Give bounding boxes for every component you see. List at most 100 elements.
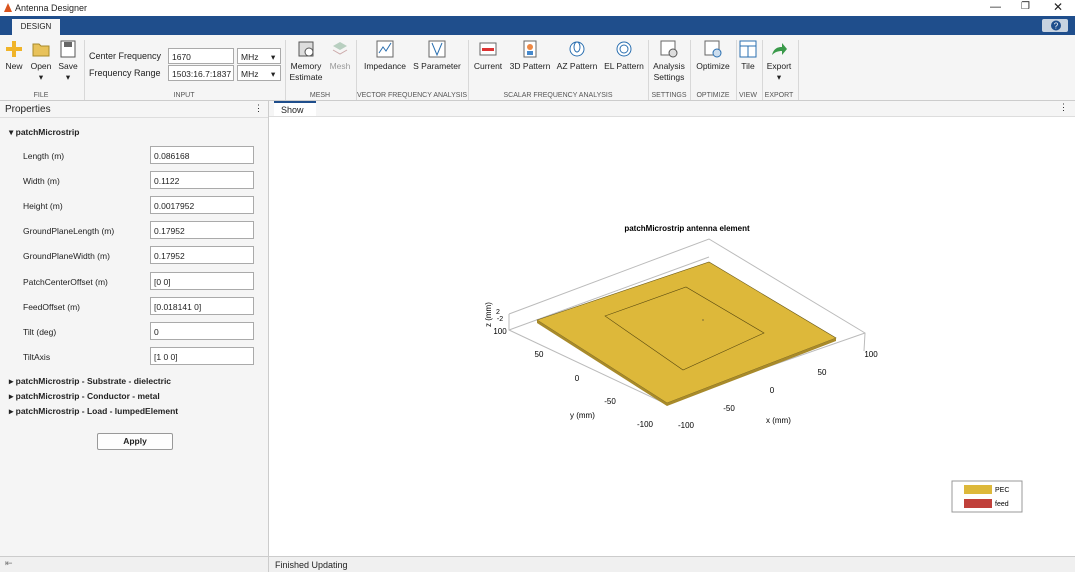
status-bar: ⇤ Finished Updating <box>0 556 1075 572</box>
mesh-button[interactable]: Mesh <box>316 40 364 72</box>
patch <box>604 286 765 371</box>
field-input[interactable]: 0.17952 <box>150 246 254 265</box>
field-label: Width (m) <box>23 176 60 187</box>
apply-button[interactable]: Apply <box>97 433 173 450</box>
legend: PEC feed <box>951 480 1023 513</box>
optimize-button[interactable]: Optimize <box>689 40 737 72</box>
ground-plane <box>536 261 837 404</box>
tick-label: -50 <box>604 397 616 406</box>
minimize[interactable]: — <box>990 1 1001 13</box>
label: Optimize <box>696 61 730 71</box>
az-pattern-button[interactable]: AZ Pattern <box>553 40 601 72</box>
text-input[interactable]: 1503:16.7:1837 <box>168 65 234 81</box>
tick-label: 0 <box>575 374 580 383</box>
tile-button[interactable]: Tile <box>724 40 772 72</box>
label: Mesh <box>329 61 351 71</box>
separator <box>356 40 357 100</box>
label: MHz <box>241 69 259 79</box>
new-button[interactable]: New <box>0 40 38 72</box>
3d-pattern-button[interactable]: 3D Pattern <box>506 40 554 72</box>
dropdown[interactable]: MHz ▾ <box>237 48 281 64</box>
help[interactable]: ? <box>1042 19 1068 32</box>
save-button[interactable]: Save ▾ <box>44 40 92 83</box>
tick-label: -100 <box>678 421 695 430</box>
text-input[interactable]: 1670 <box>168 48 234 64</box>
field-input[interactable]: 0 <box>150 321 254 340</box>
s-parameter-button[interactable]: S Parameter <box>413 40 461 72</box>
separator <box>285 40 286 100</box>
section-header[interactable]: ▾ patchMicrostrip <box>9 127 80 137</box>
doc-tab[interactable]: Show <box>274 101 316 116</box>
field-label: Height (m) <box>23 201 63 212</box>
doc-tab-bar: Show ⋮ <box>269 101 1075 117</box>
section-label: INPUT <box>173 92 195 99</box>
divider <box>0 100 1075 101</box>
label: patchMicrostrip - Conductor - metal <box>15 391 160 401</box>
tick-label: 100 <box>493 327 507 336</box>
restore[interactable]: ❐ <box>1021 1 1030 12</box>
field-label: PatchCenterOffset (m) <box>23 276 108 287</box>
tab-bar: DESIGN ? <box>0 16 1075 35</box>
collapse[interactable]: ⇤ <box>5 558 13 568</box>
open-button[interactable]: Open ▾ <box>17 40 65 83</box>
field-input[interactable]: [0 0] <box>150 271 254 290</box>
field-input[interactable]: [0.018141 0] <box>150 296 254 315</box>
field-label: FeedOffset (m) <box>23 301 80 312</box>
ground-edge <box>537 320 836 406</box>
antenna-plot: patchMicrostrip antenna element x (mm) y… <box>484 224 1023 513</box>
legend-label: feed <box>995 501 1009 508</box>
field-label: GroundPlaneLength (m) <box>23 226 115 237</box>
tick-label: 0 <box>770 386 775 395</box>
field-input[interactable]: 0.1122 <box>150 171 254 190</box>
separator <box>736 40 737 100</box>
section-label: FILE <box>33 92 49 99</box>
axis-label: y (mm) <box>570 411 595 420</box>
label: Tile <box>741 61 755 71</box>
panel-title: Properties <box>5 104 51 115</box>
menu[interactable]: ⋮ <box>1059 102 1068 112</box>
label: Open <box>30 61 52 71</box>
field-input[interactable]: 0.17952 <box>150 221 254 240</box>
dropdown[interactable]: MHz ▾ <box>237 65 281 81</box>
tick-label: 2 <box>496 309 500 316</box>
tick-label: 50 <box>535 350 544 359</box>
separator <box>84 40 85 100</box>
properties-panel: Properties ⋮ ▾ patchMicrostrip Length (m… <box>0 101 269 556</box>
el-pattern-button[interactable]: EL Pattern <box>600 40 648 72</box>
axis-label: z (mm) <box>484 302 493 327</box>
menu[interactable]: ⋮ <box>254 103 263 113</box>
section-header[interactable]: ▸ patchMicrostrip - Conductor - metal <box>9 391 160 401</box>
section-label: SETTINGS <box>651 92 687 99</box>
label: Memory Estimate <box>289 61 323 82</box>
field-input[interactable]: [1 0 0] <box>150 346 254 365</box>
section-header[interactable]: ▸ patchMicrostrip - Load - lumpedElement <box>9 406 179 416</box>
field-input[interactable]: 0.086168 <box>150 146 254 164</box>
export-button[interactable]: Export ▾ <box>755 40 803 83</box>
close[interactable]: ✕ <box>1053 0 1064 14</box>
label: patchMicrostrip <box>15 127 80 137</box>
field-label: TiltAxis <box>23 351 51 362</box>
legend-swatch <box>964 485 992 494</box>
separator <box>690 40 691 100</box>
current-button[interactable]: Current <box>464 40 512 72</box>
legend-label: PEC <box>995 487 1009 494</box>
memory-estimate-button[interactable]: Memory Estimate <box>282 40 330 83</box>
section-label: EXPORT <box>764 92 794 99</box>
separator <box>798 40 799 100</box>
app-icon <box>4 3 12 12</box>
label: New <box>5 61 23 71</box>
section-label: OPTIMIZE <box>696 92 730 99</box>
impedance-button[interactable]: Impedance <box>361 40 409 72</box>
tick-label: -100 <box>637 420 654 429</box>
label: patchMicrostrip - Load - lumpedElement <box>15 406 179 416</box>
analysis-settings-button[interactable]: Analysis Settings <box>645 40 693 83</box>
title-bar: Antenna Designer — ❐ ✕ <box>0 0 1075 16</box>
field-input[interactable]: 0.0017952 <box>150 196 254 215</box>
label: MHz <box>241 52 259 62</box>
section-header[interactable]: ▸ patchMicrostrip - Substrate - dielectr… <box>9 376 172 386</box>
svg-text:?: ? <box>1054 22 1059 31</box>
tab[interactable]: DESIGN <box>12 19 60 35</box>
label: Current <box>473 61 503 71</box>
plot-title: patchMicrostrip antenna element <box>624 224 750 233</box>
separator <box>648 40 649 100</box>
